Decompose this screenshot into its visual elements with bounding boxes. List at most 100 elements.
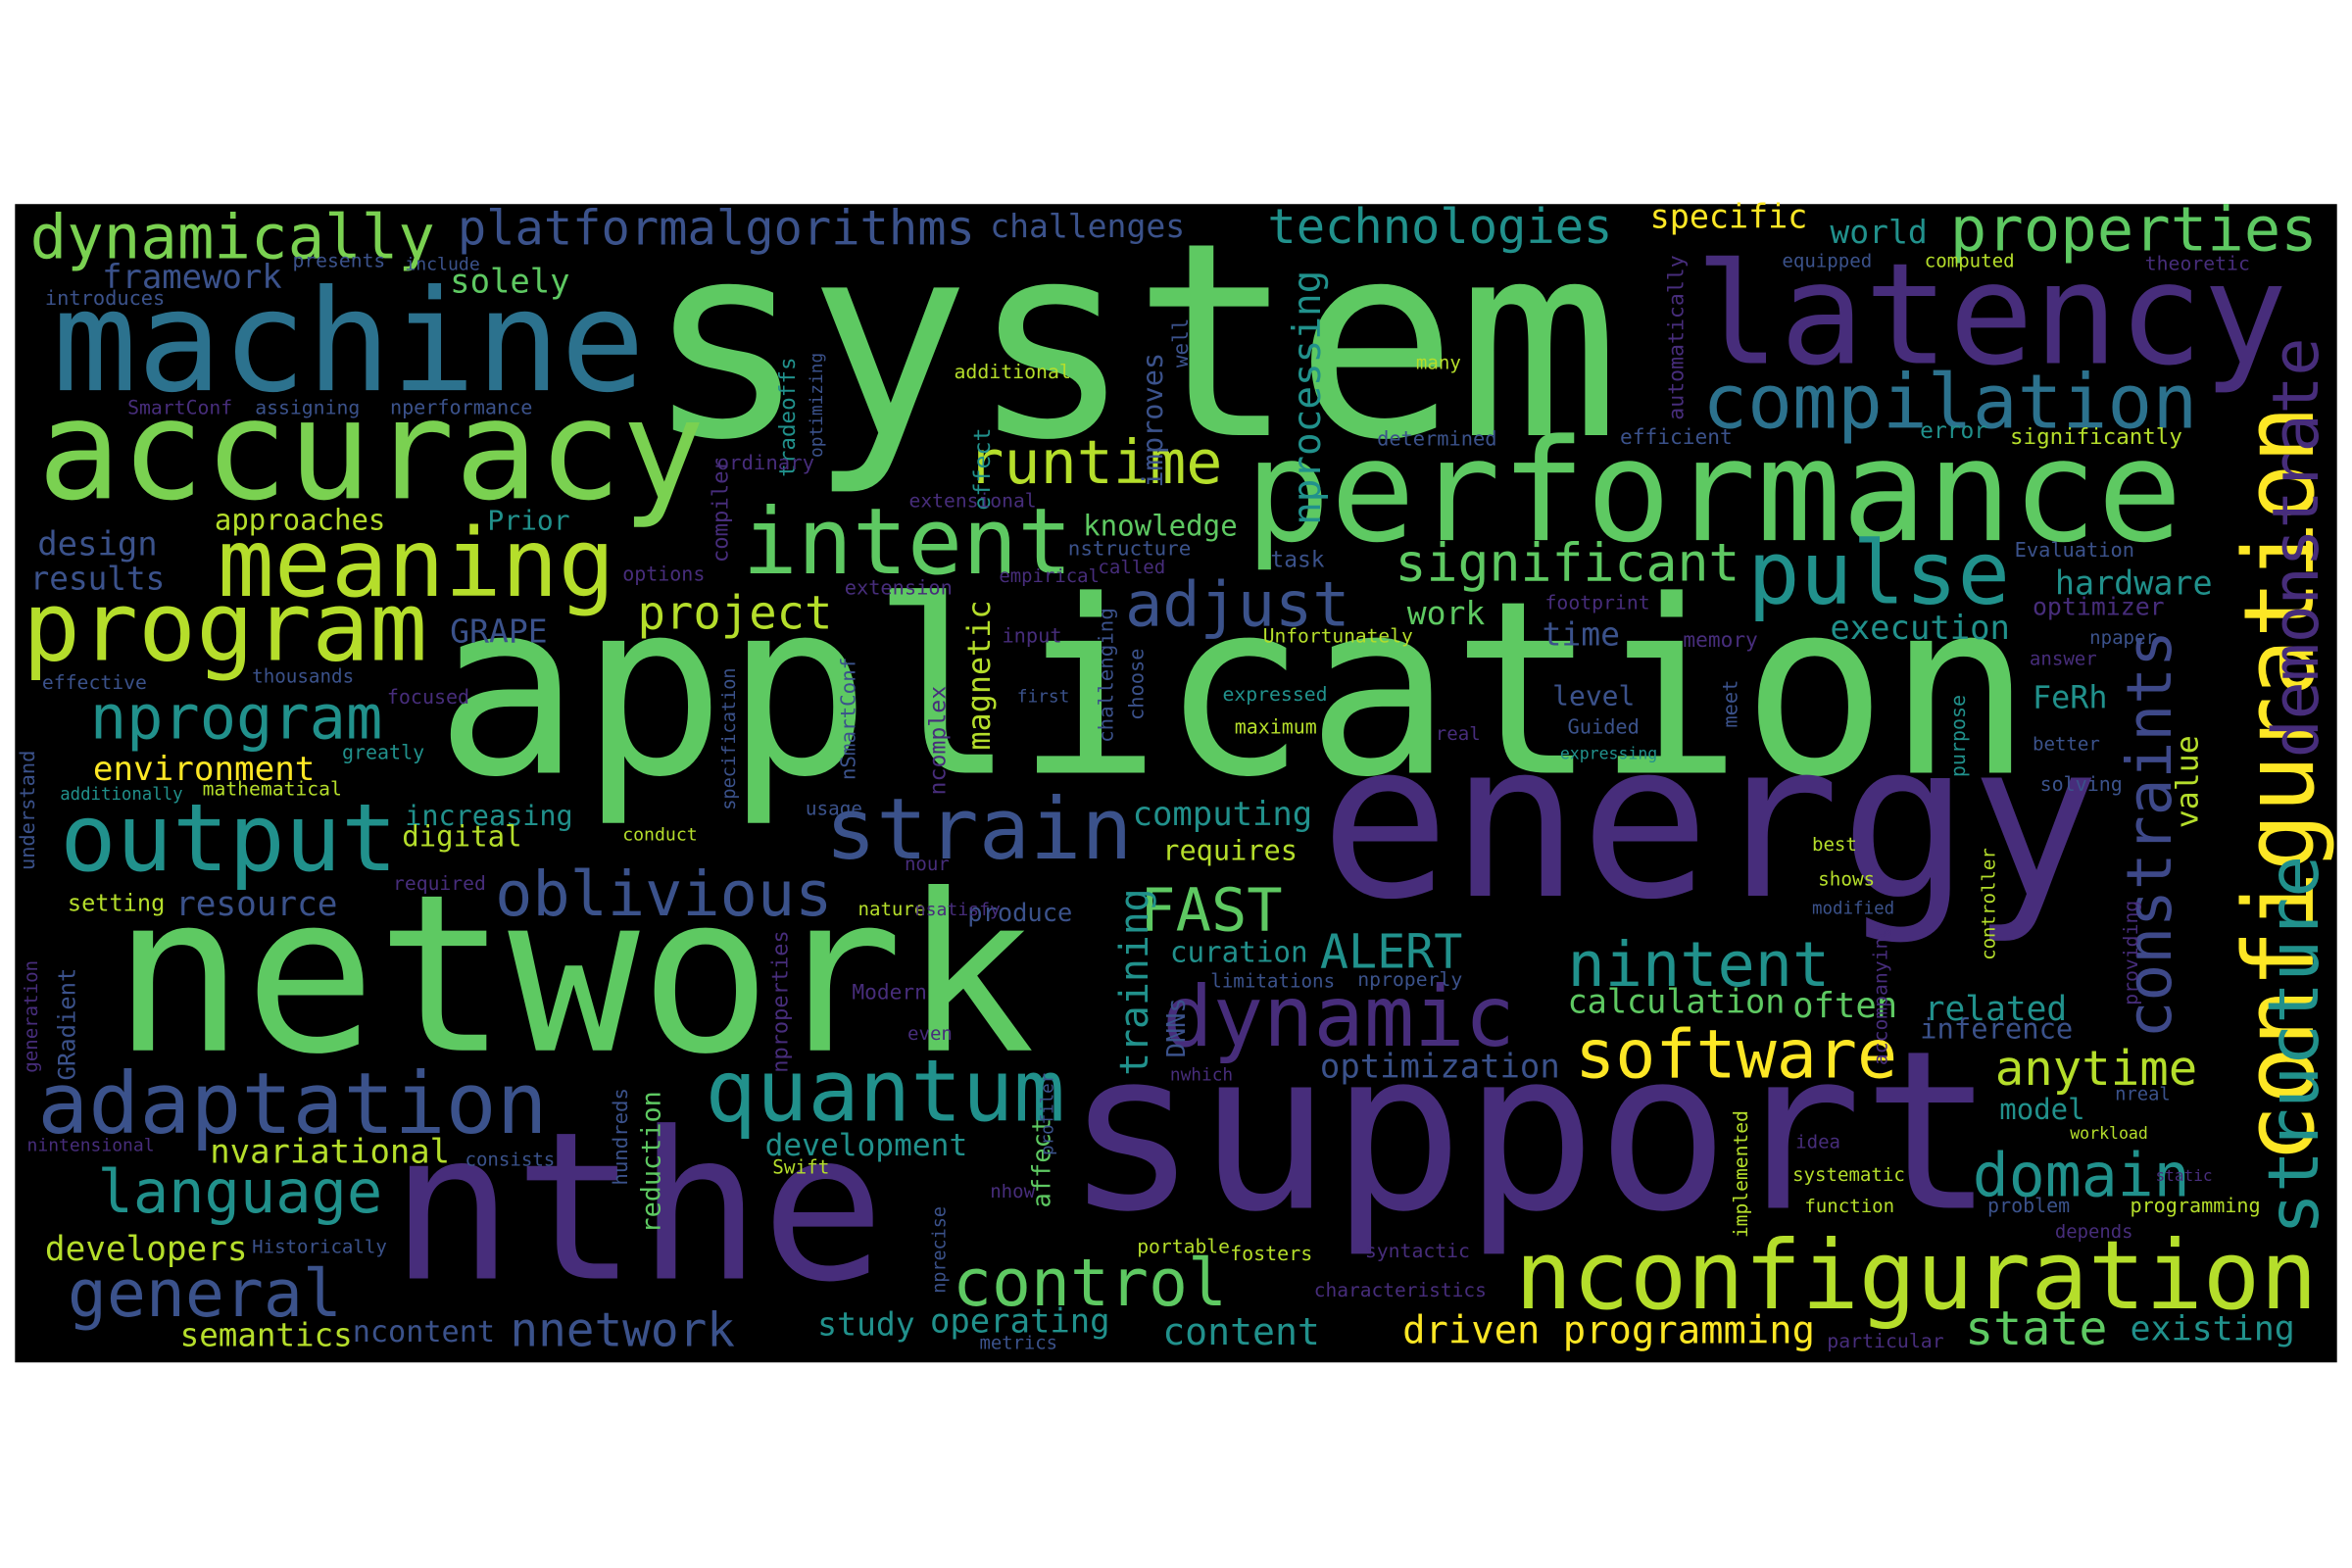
word: hardware <box>2055 564 2213 602</box>
word: GRAPE <box>450 612 547 650</box>
word: domain <box>1973 1141 2190 1210</box>
word: latency <box>1695 233 2288 397</box>
word: syntactic <box>1365 1240 1470 1262</box>
word: nSmartConf <box>836 658 859 781</box>
word: automatically <box>1664 255 1689 419</box>
word: application <box>435 549 2033 830</box>
word: training <box>1112 888 1157 1075</box>
word: input <box>1002 623 1061 647</box>
word: memory <box>1683 627 1757 652</box>
word: meaning <box>218 509 615 618</box>
word: controller <box>1979 848 2000 960</box>
word: development <box>765 1128 968 1163</box>
word: reduction <box>636 1091 666 1233</box>
word: knowledge <box>1083 510 1238 543</box>
word: Guided <box>1567 715 1639 739</box>
word: tradeoffs <box>775 357 801 477</box>
word: nvariational <box>210 1133 450 1171</box>
word: anytime <box>1995 1040 2198 1097</box>
word: operating <box>930 1302 1110 1341</box>
word: nour <box>905 854 950 875</box>
word: SmartConf <box>127 397 232 419</box>
word: generation <box>21 960 42 1073</box>
word: systematic <box>1792 1164 1905 1186</box>
word: constraints <box>2114 630 2185 1038</box>
word: footprint <box>1545 592 1650 614</box>
word: FAST <box>1140 876 1282 945</box>
word: state <box>1965 1301 2107 1356</box>
word: adaptation <box>37 1055 547 1153</box>
word: performance <box>1245 410 2182 574</box>
word: thousands <box>252 665 354 688</box>
word: portable <box>1137 1235 1230 1257</box>
word: compilation <box>1702 358 2197 445</box>
word: nstructure <box>1068 537 1191 561</box>
word: machine <box>53 260 646 423</box>
word: first <box>1017 687 1070 708</box>
word: often <box>1792 986 1897 1026</box>
word: challenging <box>1095 608 1118 743</box>
word: real <box>1436 723 1481 745</box>
word: quantum <box>705 1042 1064 1142</box>
word: depends <box>2055 1221 2133 1243</box>
word: nintensional <box>27 1135 155 1155</box>
word: nperformance <box>390 396 532 419</box>
word: ncontent <box>353 1315 495 1349</box>
word: solely <box>450 263 569 301</box>
word: curation <box>1170 935 1308 968</box>
word: mathematical <box>203 777 342 800</box>
word: Evaluation <box>2015 538 2134 562</box>
word: ncomplex <box>924 686 951 796</box>
word: effective <box>42 671 147 694</box>
word: effect <box>969 427 996 510</box>
word: results <box>30 561 166 598</box>
word: nsatisfy <box>915 900 1001 920</box>
word: workload <box>2070 1124 2148 1143</box>
word: ordinary <box>717 451 814 474</box>
word: platformalgorithms <box>458 202 975 257</box>
word: called <box>1098 557 1165 578</box>
word: environment <box>93 750 315 789</box>
word: better <box>2033 734 2100 756</box>
word: nnetwork <box>510 1303 735 1357</box>
word: nhow <box>990 1181 1035 1202</box>
word: structure <box>2253 856 2334 1235</box>
word: magnetic <box>962 601 998 751</box>
cloud-background <box>15 204 2337 1363</box>
word: level <box>1552 680 1635 712</box>
word: particular <box>1827 1330 1943 1352</box>
word: model <box>1999 1093 2084 1126</box>
word: inference <box>1920 1012 2073 1046</box>
word: additionally <box>60 785 182 805</box>
word: requires <box>1162 833 1298 866</box>
word: determined <box>1377 427 1496 451</box>
word: fosters <box>1230 1242 1312 1265</box>
word: problem <box>1987 1194 2070 1217</box>
word: nprocessing <box>1286 270 1330 525</box>
word: empirical <box>999 565 1100 587</box>
word: required <box>393 872 486 895</box>
word: nconfiguration <box>1515 1220 2318 1331</box>
word: project <box>638 587 833 641</box>
word: options <box>622 563 705 586</box>
word: assigning <box>255 397 360 419</box>
word: idea <box>1795 1131 1840 1152</box>
word: existing <box>2130 1309 2294 1348</box>
word: solving <box>2040 772 2123 796</box>
word: nprecise <box>929 1206 950 1294</box>
word: nprogram <box>90 681 382 753</box>
word: dynamic <box>1162 969 1515 1066</box>
word: understand <box>16 751 39 870</box>
word: Unfortunately <box>1263 624 1413 647</box>
word: properties <box>1950 194 2318 266</box>
word: expressing <box>1560 745 1657 763</box>
word: dynamically <box>30 201 435 272</box>
word: work <box>1407 594 1486 632</box>
word: study <box>817 1305 914 1344</box>
word: providing <box>2120 901 2142 1005</box>
word: nthe <box>390 1088 885 1327</box>
word: nature <box>858 899 926 920</box>
word: static <box>2155 1166 2212 1185</box>
word: error <box>1920 418 1987 444</box>
